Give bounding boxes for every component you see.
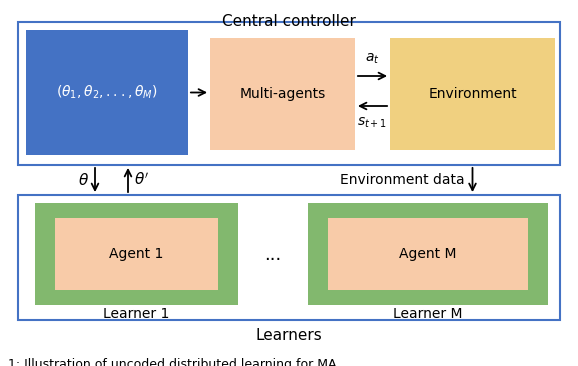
Text: $a_t$: $a_t$	[365, 52, 380, 66]
Text: Environment data: Environment data	[340, 173, 465, 187]
FancyBboxPatch shape	[308, 203, 548, 305]
Text: Agent 1: Agent 1	[109, 247, 164, 261]
Text: Environment: Environment	[428, 87, 517, 101]
Text: 1: Illustration of uncoded distributed learning for MA: 1: Illustration of uncoded distributed l…	[8, 358, 336, 366]
Text: Multi-agents: Multi-agents	[239, 87, 325, 101]
FancyBboxPatch shape	[35, 203, 238, 305]
FancyBboxPatch shape	[26, 30, 188, 155]
Text: Learners: Learners	[255, 328, 323, 343]
Text: ($\theta_1, \theta_2, ..., \theta_M$): ($\theta_1, \theta_2, ..., \theta_M$)	[56, 84, 158, 101]
Text: Agent M: Agent M	[399, 247, 457, 261]
FancyBboxPatch shape	[18, 195, 560, 320]
Text: Learner 1: Learner 1	[103, 307, 170, 321]
FancyBboxPatch shape	[390, 38, 555, 150]
Text: $\theta'$: $\theta'$	[134, 172, 149, 188]
FancyBboxPatch shape	[328, 218, 528, 290]
Text: $s_{t+1}$: $s_{t+1}$	[357, 116, 388, 130]
Text: $\theta$: $\theta$	[78, 172, 89, 188]
Text: Learner M: Learner M	[393, 307, 463, 321]
FancyBboxPatch shape	[55, 218, 218, 290]
FancyBboxPatch shape	[210, 38, 355, 150]
Text: ...: ...	[264, 246, 281, 264]
FancyBboxPatch shape	[18, 22, 560, 165]
Text: Central controller: Central controller	[222, 14, 356, 29]
